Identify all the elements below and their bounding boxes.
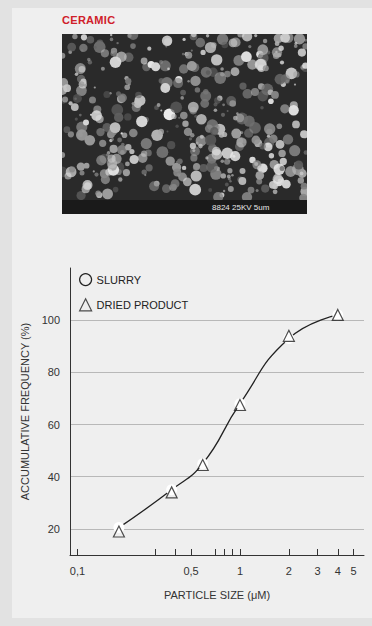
svg-text:40: 40 (48, 471, 60, 483)
svg-text:80: 80 (48, 366, 60, 378)
svg-text:SLURRY: SLURRY (97, 274, 142, 286)
svg-text:2: 2 (286, 565, 292, 577)
html-text:CERAMIC: CERAMIC (62, 14, 116, 26)
svg-text:3: 3 (314, 565, 320, 577)
svg-text:0,5: 0,5 (183, 565, 198, 577)
svg-text:20: 20 (48, 523, 60, 535)
svg-text:PARTICLE SIZE (μM): PARTICLE SIZE (μM) (164, 589, 270, 601)
svg-text:8824 25KV 5um: 8824 25KV 5um (212, 203, 270, 212)
svg-text:60: 60 (48, 419, 60, 431)
svg-text:5: 5 (350, 565, 356, 577)
svg-text:0,1: 0,1 (70, 565, 85, 577)
svg-text:4: 4 (335, 565, 341, 577)
svg-text:100: 100 (42, 314, 60, 326)
svg-text:ACCUMULATIVE FREQUENCY (%): ACCUMULATIVE FREQUENCY (%) (19, 323, 31, 500)
svg-text:DRIED PRODUCT: DRIED PRODUCT (97, 299, 189, 311)
svg-text:1: 1 (237, 565, 243, 577)
